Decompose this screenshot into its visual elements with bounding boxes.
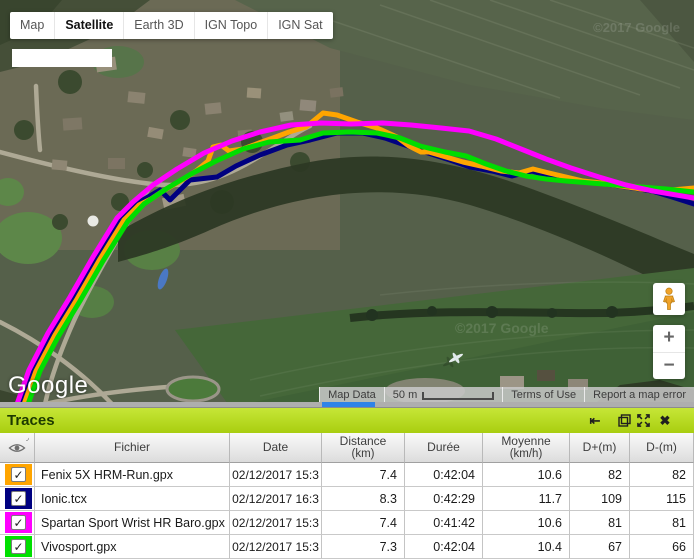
track-spartan bbox=[13, 120, 694, 407]
layer-button-ign-sat[interactable]: IGN Sat bbox=[268, 12, 333, 39]
file-name: Ionic.tcx bbox=[35, 487, 230, 511]
imagery-copyright-watermark-center: ©2017 Google bbox=[455, 320, 549, 336]
visibility-checkbox[interactable]: ✓ bbox=[11, 539, 26, 554]
glider bbox=[443, 352, 463, 368]
distance-value: 7.4 bbox=[322, 511, 405, 535]
zoom-out-button[interactable]: − bbox=[663, 354, 675, 376]
track-vivosport bbox=[24, 129, 694, 407]
panel-toolbar: ⇤ ✖ bbox=[588, 412, 694, 428]
elevation-loss-value: 115 bbox=[630, 487, 694, 511]
google-logo[interactable]: Google bbox=[8, 372, 89, 399]
date-value: 02/12/2017 15:3 bbox=[230, 535, 322, 559]
scale-bar-icon bbox=[422, 391, 495, 400]
table-row-ionic[interactable]: ✓ Ionic.tcx 02/12/2017 16:3 8.3 0:42:29 … bbox=[0, 487, 694, 511]
map-layer-switcher: Map Satellite Earth 3D IGN Topo IGN Sat bbox=[10, 12, 333, 39]
average-speed-value: 10.6 bbox=[483, 511, 570, 535]
average-speed-value: 10.4 bbox=[483, 535, 570, 559]
visibility-checkbox[interactable]: ✓ bbox=[11, 515, 26, 530]
date-value: 02/12/2017 15:3 bbox=[230, 511, 322, 535]
water-slide bbox=[157, 268, 169, 290]
elevation-loss-value: 81 bbox=[630, 511, 694, 535]
expand-icon[interactable] bbox=[636, 414, 650, 428]
water-tower bbox=[87, 215, 99, 227]
map-attribution-bar: Map Data 50 m Terms of Use Report a map … bbox=[319, 387, 694, 403]
traces-table-header: ◞ Fichier Date Distance (km) Durée Moyenn… bbox=[0, 433, 694, 463]
map-loading-progress bbox=[322, 402, 375, 407]
date-value: 02/12/2017 16:3 bbox=[230, 487, 322, 511]
elevation-gain-value: 82 bbox=[570, 463, 630, 487]
pegman-control[interactable] bbox=[653, 283, 685, 315]
track-color-swatch: ✓ bbox=[5, 464, 32, 485]
distance-value: 8.3 bbox=[322, 487, 405, 511]
layer-button-ign-topo[interactable]: IGN Topo bbox=[194, 12, 269, 39]
average-speed-value: 10.6 bbox=[483, 463, 570, 487]
file-name: Vivosport.gpx bbox=[35, 535, 230, 559]
map-data-label: Map Data bbox=[319, 387, 384, 403]
duration-value: 0:42:29 bbox=[405, 487, 483, 511]
average-speed-value: 11.7 bbox=[483, 487, 570, 511]
elevation-loss-value: 82 bbox=[630, 463, 694, 487]
traces-panel: Traces ⇤ ✖ bbox=[0, 407, 694, 559]
column-header-fichier[interactable]: Fichier bbox=[35, 433, 230, 463]
column-header-dminus[interactable]: D-(m) bbox=[630, 433, 694, 463]
duration-value: 0:42:04 bbox=[405, 535, 483, 559]
map-scale-control: 50 m bbox=[383, 387, 503, 403]
blank-overlay-label bbox=[12, 49, 112, 67]
column-header-moyenne[interactable]: Moyenne (km/h) bbox=[483, 433, 570, 463]
table-row-vivosport[interactable]: ✓ Vivosport.gpx 02/12/2017 15:3 7.3 0:42… bbox=[0, 535, 694, 559]
track-color-swatch: ✓ bbox=[5, 488, 32, 509]
zoom-control: + − bbox=[653, 325, 685, 379]
terms-of-use-link[interactable]: Terms of Use bbox=[502, 387, 585, 403]
table-row-spartan[interactable]: ✓ Spartan Sport Wrist HR Baro.gpx 02/12/… bbox=[0, 511, 694, 535]
track-color-swatch: ✓ bbox=[5, 536, 32, 557]
visibility-column-header[interactable]: ◞ bbox=[0, 433, 35, 463]
map-loading-strip bbox=[0, 402, 694, 407]
zoom-in-button[interactable]: + bbox=[653, 325, 685, 353]
column-header-dplus[interactable]: D+(m) bbox=[570, 433, 630, 463]
date-value: 02/12/2017 15:3 bbox=[230, 463, 322, 487]
layer-button-earth3d[interactable]: Earth 3D bbox=[124, 12, 195, 39]
elevation-gain-value: 81 bbox=[570, 511, 630, 535]
close-icon[interactable]: ✖ bbox=[659, 412, 671, 428]
visibility-checkbox[interactable]: ✓ bbox=[11, 467, 26, 482]
scale-label: 50 m bbox=[392, 389, 418, 401]
elevation-loss-value: 66 bbox=[630, 535, 694, 559]
report-map-error-link[interactable]: Report a map error bbox=[584, 387, 694, 403]
file-name: Fenix 5X HRM-Run.gpx bbox=[35, 463, 230, 487]
track-color-swatch: ✓ bbox=[5, 512, 32, 533]
file-name: Spartan Sport Wrist HR Baro.gpx bbox=[35, 511, 230, 535]
layer-button-satellite[interactable]: Satellite bbox=[55, 12, 125, 39]
visibility-checkbox[interactable]: ✓ bbox=[11, 491, 26, 506]
elevation-gain-value: 109 bbox=[570, 487, 630, 511]
table-row-fenix[interactable]: ✓ Fenix 5X HRM-Run.gpx 02/12/2017 15:3 7… bbox=[0, 463, 694, 487]
traces-panel-titlebar: Traces ⇤ ✖ bbox=[0, 408, 694, 433]
distance-value: 7.3 bbox=[322, 535, 405, 559]
column-header-duree[interactable]: Durée bbox=[405, 433, 483, 463]
map-canvas[interactable]: Map Satellite Earth 3D IGN Topo IGN Sat … bbox=[0, 0, 694, 407]
column-header-distance[interactable]: Distance (km) bbox=[322, 433, 405, 463]
panel-title: Traces bbox=[7, 412, 55, 429]
layer-button-map[interactable]: Map bbox=[10, 12, 56, 39]
duration-value: 0:41:42 bbox=[405, 511, 483, 535]
open-in-window-icon[interactable] bbox=[617, 414, 631, 428]
sort-indicator: ◞ bbox=[26, 433, 30, 442]
collapse-left-icon[interactable]: ⇤ bbox=[589, 412, 601, 428]
elevation-gain-value: 67 bbox=[570, 535, 630, 559]
imagery-copyright-watermark: ©2017 Google bbox=[593, 20, 680, 35]
pegman-icon bbox=[663, 287, 675, 310]
duration-value: 0:42:04 bbox=[405, 463, 483, 487]
eye-icon bbox=[8, 443, 26, 452]
column-header-date[interactable]: Date bbox=[230, 433, 322, 463]
distance-value: 7.4 bbox=[322, 463, 405, 487]
